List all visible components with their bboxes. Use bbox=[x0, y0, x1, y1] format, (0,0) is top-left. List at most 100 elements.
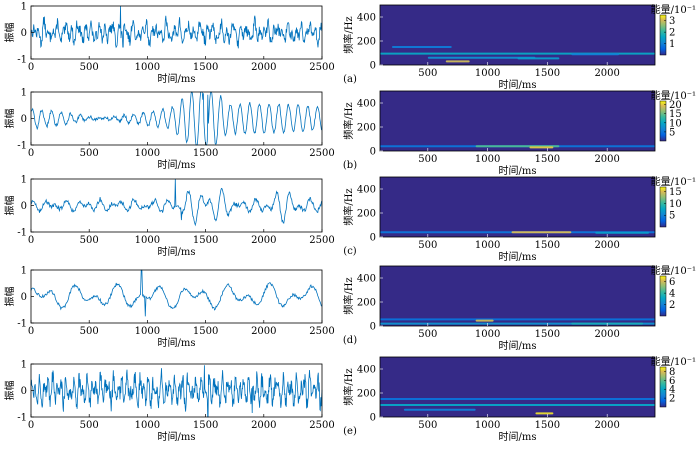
x-tick-label: 2500 bbox=[309, 62, 334, 73]
colorbar-tick-label: 5 bbox=[669, 211, 675, 222]
colorbar-label: 能量/10⁻¹ bbox=[651, 355, 696, 368]
x-tick-label: 1000 bbox=[135, 326, 160, 337]
waveform-line bbox=[30, 365, 323, 418]
colorbar-tick-label: 20 bbox=[669, 100, 682, 111]
x-tick-label: 1000 bbox=[135, 148, 160, 159]
x-axis-label: 时间/ms bbox=[158, 336, 196, 349]
x-tick-label: 2000 bbox=[251, 420, 276, 431]
y-tick-label: 400 bbox=[357, 185, 376, 196]
plot-area bbox=[31, 92, 322, 145]
energy-band bbox=[535, 412, 554, 415]
colorbar-label: 能量/10⁻¹ bbox=[651, 264, 696, 277]
x-axis-label: 时间/ms bbox=[499, 430, 537, 443]
x-tick-label: 2000 bbox=[594, 420, 619, 431]
y-axis-label: 振幅 bbox=[3, 109, 16, 129]
colorbar-tick-label: 10 bbox=[669, 118, 682, 129]
panel-label: (e) bbox=[343, 426, 357, 437]
x-tick-label: 1500 bbox=[193, 326, 218, 337]
x-tick-label: 500 bbox=[418, 154, 437, 165]
x-tick-label: 1000 bbox=[135, 62, 160, 73]
x-tick-label: 500 bbox=[80, 62, 99, 73]
y-tick-label: -1 bbox=[17, 413, 27, 424]
heatmap-background bbox=[380, 266, 655, 326]
x-tick-label: 1000 bbox=[475, 329, 500, 340]
x-tick-label: 2000 bbox=[594, 68, 619, 79]
y-axis-label: 频率/Hz bbox=[342, 277, 355, 314]
colorbar-tick-label: 4 bbox=[669, 385, 675, 396]
x-tick-label: 2000 bbox=[251, 326, 276, 337]
axes-box bbox=[379, 176, 656, 238]
y-tick-label: 0 bbox=[21, 201, 27, 212]
x-tick-label: 500 bbox=[418, 68, 437, 79]
y-tick-label: 0 bbox=[370, 322, 376, 333]
x-tick-label: 2500 bbox=[309, 148, 334, 159]
y-axis-label: 振幅 bbox=[3, 23, 16, 43]
y-axis-label: 频率/Hz bbox=[342, 102, 355, 139]
x-tick-label: 500 bbox=[418, 240, 437, 251]
waveform-line bbox=[30, 91, 323, 146]
colorbar-tick-label: 15 bbox=[669, 109, 682, 120]
x-tick-label: 1000 bbox=[475, 420, 500, 431]
energy-band bbox=[529, 146, 554, 149]
x-tick-label: 1500 bbox=[535, 68, 560, 79]
y-tick-label: 0 bbox=[370, 61, 376, 72]
x-tick-label: 2000 bbox=[251, 148, 276, 159]
colorbar-label: 能量/10⁻¹ bbox=[651, 175, 696, 188]
y-tick-label: 1 bbox=[21, 266, 27, 277]
panel-label: (c) bbox=[343, 246, 357, 257]
x-tick-label: 1000 bbox=[135, 420, 160, 431]
x-tick-label: 500 bbox=[418, 329, 437, 340]
y-tick-label: 0 bbox=[21, 114, 27, 125]
colorbar bbox=[659, 100, 667, 142]
x-tick-label: 2000 bbox=[594, 240, 619, 251]
y-tick-label: -1 bbox=[17, 228, 27, 239]
x-axis-label: 时间/ms bbox=[158, 430, 196, 443]
y-tick-label: 400 bbox=[357, 365, 376, 376]
energy-band bbox=[595, 231, 650, 234]
y-tick-label: 0 bbox=[21, 386, 27, 397]
colorbar bbox=[659, 186, 667, 228]
x-tick-label: 0 bbox=[28, 235, 34, 246]
x-tick-label: 1500 bbox=[193, 420, 218, 431]
spectrogram-plot-b: 500 1000 1500 2000 0 200 400 时间/ms 频率/Hz (b) 51015… bbox=[342, 89, 696, 177]
energy-band bbox=[445, 60, 470, 63]
x-tick-label: 1000 bbox=[475, 68, 500, 79]
plot-area bbox=[31, 270, 322, 323]
colorbar-label: 能量/10⁻¹ bbox=[651, 3, 696, 16]
colorbar bbox=[659, 275, 667, 317]
axes-box bbox=[379, 90, 656, 152]
energy-band bbox=[380, 398, 655, 400]
x-tick-label: 1500 bbox=[193, 148, 218, 159]
x-tick-label: 2500 bbox=[309, 235, 334, 246]
y-tick-label: 0 bbox=[21, 292, 27, 303]
y-tick-label: -1 bbox=[17, 55, 27, 66]
x-tick-label: 2000 bbox=[251, 235, 276, 246]
x-tick-label: 500 bbox=[80, 420, 99, 431]
axes-box bbox=[379, 356, 656, 418]
colorbar-tick-label: 6 bbox=[669, 376, 675, 387]
x-tick-label: 1500 bbox=[535, 329, 560, 340]
energy-band bbox=[427, 56, 536, 59]
x-tick-label: 0 bbox=[28, 420, 34, 431]
x-tick-label: 0 bbox=[28, 326, 34, 337]
x-tick-label: 2500 bbox=[309, 326, 334, 337]
y-tick-label: 1 bbox=[21, 360, 27, 371]
y-tick-label: 200 bbox=[357, 123, 376, 134]
y-tick-label: 200 bbox=[357, 209, 376, 220]
x-tick-label: 2000 bbox=[594, 154, 619, 165]
x-axis-label: 时间/ms bbox=[158, 72, 196, 85]
energy-band bbox=[380, 318, 655, 321]
x-tick-label: 500 bbox=[80, 148, 99, 159]
y-tick-label: 1 bbox=[21, 88, 27, 99]
x-tick-label: 500 bbox=[80, 326, 99, 337]
y-tick-label: 200 bbox=[357, 37, 376, 48]
x-axis-label: 时间/ms bbox=[158, 245, 196, 258]
y-tick-label: 1 bbox=[21, 175, 27, 186]
x-tick-label: 1000 bbox=[475, 154, 500, 165]
x-tick-label: 1000 bbox=[135, 235, 160, 246]
